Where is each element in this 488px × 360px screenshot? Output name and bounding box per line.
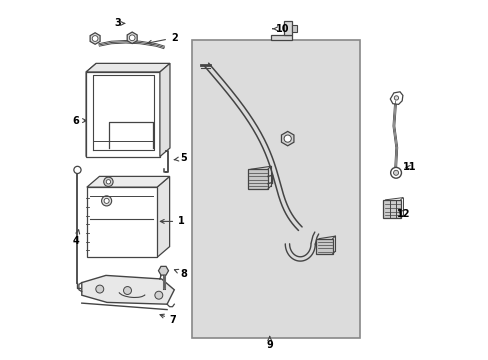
Polygon shape	[87, 176, 169, 187]
Circle shape	[102, 196, 111, 206]
Bar	[192, 40, 359, 338]
Polygon shape	[284, 21, 292, 35]
Text: 7: 7	[160, 314, 176, 325]
Bar	[383, 200, 400, 218]
Circle shape	[74, 166, 81, 174]
Circle shape	[96, 285, 103, 293]
Circle shape	[103, 177, 113, 186]
Circle shape	[106, 180, 110, 184]
Polygon shape	[86, 72, 160, 157]
Polygon shape	[87, 187, 157, 257]
Circle shape	[92, 36, 98, 41]
Polygon shape	[158, 266, 168, 275]
Polygon shape	[127, 32, 137, 44]
Circle shape	[155, 291, 163, 299]
Text: 6: 6	[72, 116, 86, 126]
Text: 2: 2	[147, 33, 177, 44]
Circle shape	[393, 170, 398, 175]
Circle shape	[284, 135, 291, 142]
Circle shape	[129, 35, 135, 41]
Polygon shape	[160, 63, 170, 157]
Text: 1: 1	[160, 216, 184, 226]
Circle shape	[123, 287, 131, 294]
Text: 8: 8	[174, 269, 187, 279]
Text: 4: 4	[73, 230, 80, 246]
Circle shape	[390, 167, 401, 178]
Bar	[247, 169, 267, 189]
Text: 11: 11	[403, 162, 416, 172]
Text: 9: 9	[266, 337, 272, 350]
Polygon shape	[81, 275, 174, 304]
Polygon shape	[86, 63, 170, 72]
Polygon shape	[281, 131, 293, 146]
Polygon shape	[389, 92, 402, 104]
Polygon shape	[157, 176, 169, 257]
Bar	[316, 239, 332, 254]
Circle shape	[104, 198, 109, 203]
Polygon shape	[90, 33, 100, 44]
Polygon shape	[271, 35, 292, 40]
Polygon shape	[292, 25, 296, 32]
Text: 10: 10	[272, 24, 288, 34]
Circle shape	[393, 96, 398, 100]
Polygon shape	[86, 63, 96, 157]
Text: 12: 12	[396, 209, 409, 219]
Text: 5: 5	[174, 153, 186, 163]
Text: 3: 3	[114, 18, 124, 28]
